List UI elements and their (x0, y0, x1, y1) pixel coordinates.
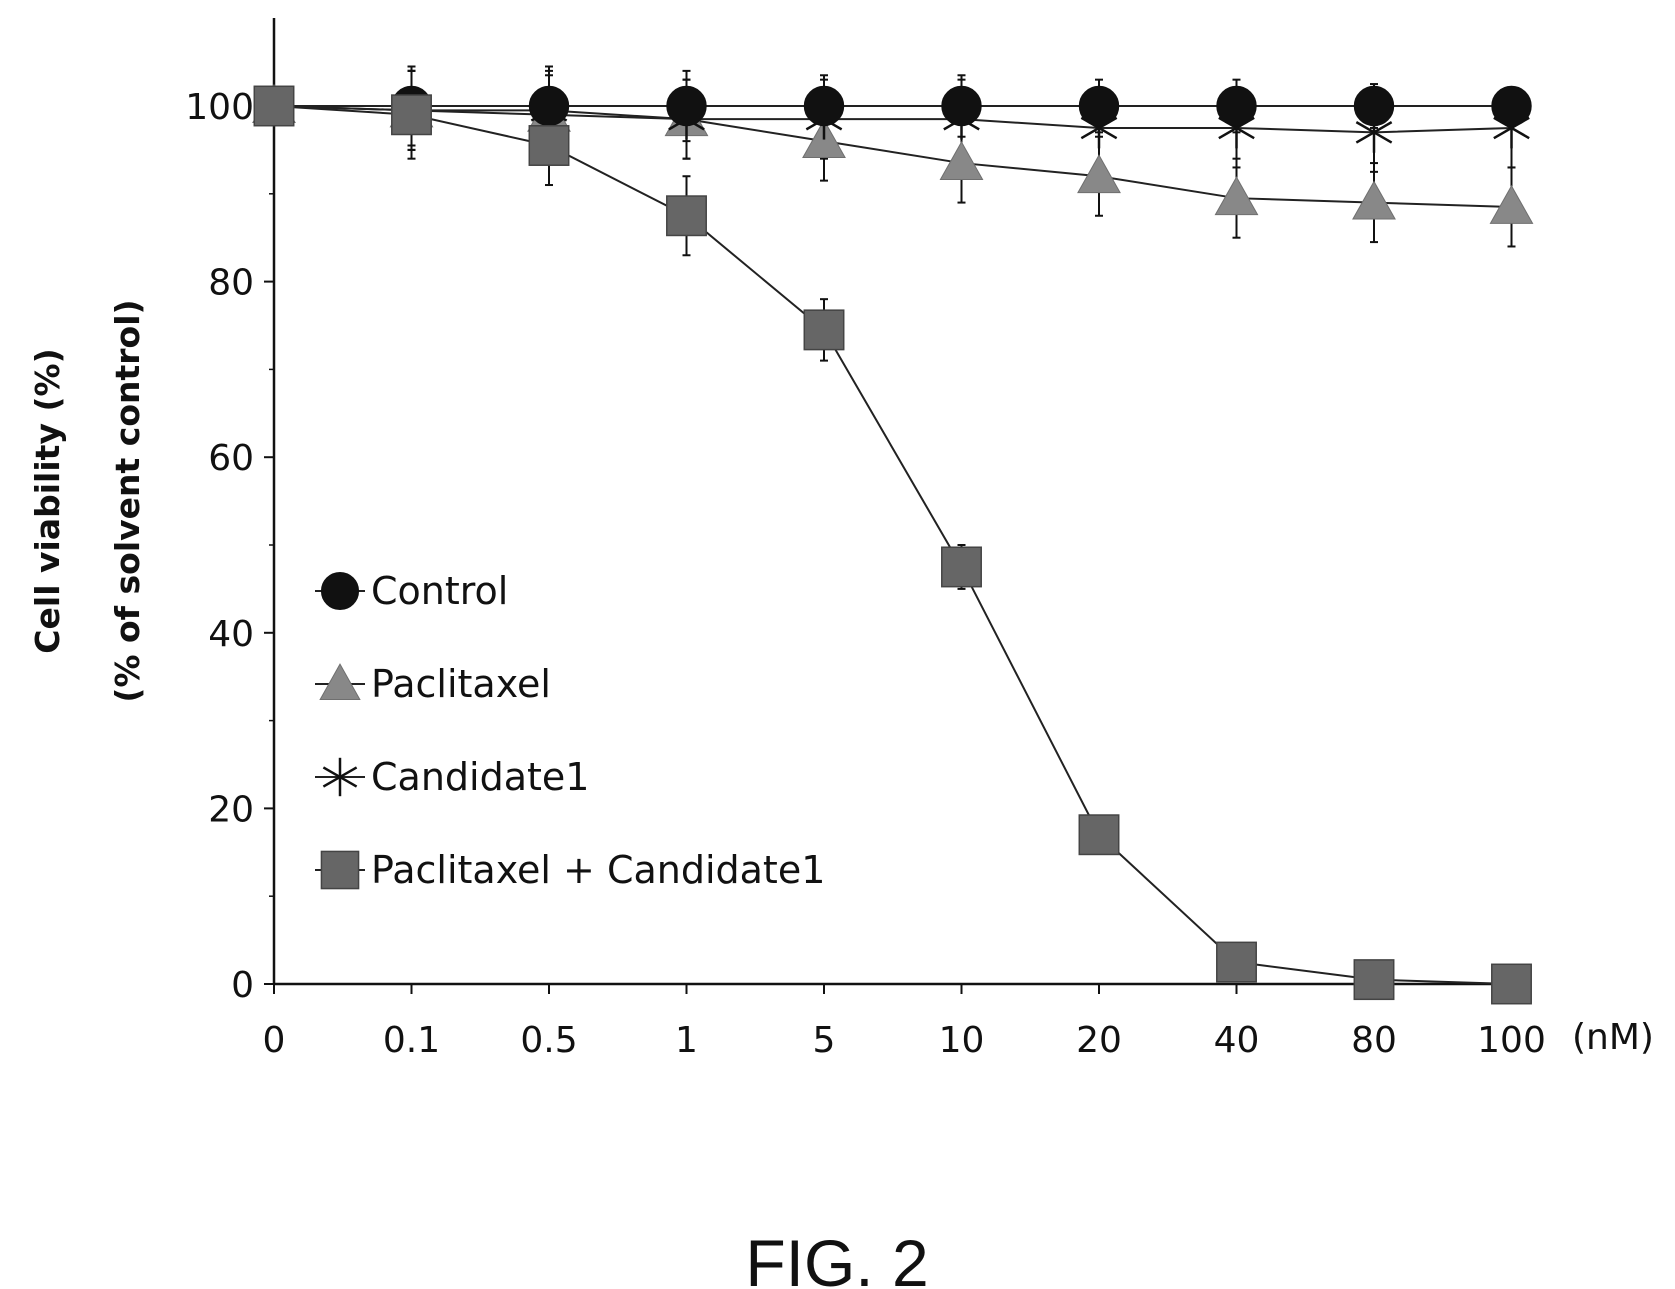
legend-item: Paclitaxel (315, 662, 551, 706)
legend-label: Control (371, 569, 508, 613)
x-tick-label: 10 (939, 1020, 985, 1061)
legend-item: Candidate1 (315, 755, 589, 799)
x-tick-label: 0 (263, 1020, 286, 1061)
data-point (528, 85, 570, 127)
data-point (939, 140, 984, 181)
y-axis-title-line2: (% of solvent control) (108, 299, 147, 702)
legend-item: Control (315, 569, 508, 613)
data-point (1489, 184, 1534, 224)
data-point (1353, 959, 1395, 1001)
y-tick-label: 60 (208, 438, 254, 479)
data-point (1353, 85, 1395, 127)
legend-marker (319, 663, 361, 700)
y-tick-label: 100 (185, 87, 254, 128)
data-point (1078, 85, 1120, 127)
legend-marker (322, 757, 358, 797)
chart-axes (272, 18, 1529, 986)
y-axis-ticks: 0 20 40 60 80 100 (185, 87, 274, 1006)
data-point (666, 85, 707, 127)
x-tick-label: 40 (1214, 1020, 1260, 1061)
legend-item: Paclitaxel + Candidate1 (315, 848, 825, 892)
x-tick-label: 100 (1477, 1020, 1546, 1061)
x-tick-label: 20 (1076, 1020, 1122, 1061)
legend-label: Paclitaxel (371, 662, 551, 706)
legend-marker (320, 850, 360, 890)
data-point (1491, 963, 1532, 1005)
series-line (273, 105, 1512, 134)
data-point (1216, 941, 1257, 983)
data-point (803, 85, 845, 127)
x-tick-label: 0.1 (383, 1020, 440, 1061)
y-tick-label: 80 (208, 263, 254, 304)
chart-legend: Control Paclitaxel Candidate1 Paclitaxel + … (315, 569, 825, 892)
data-point (941, 85, 982, 127)
x-tick-label: 5 (813, 1020, 836, 1061)
data-point (1352, 180, 1396, 220)
y-tick-label: 20 (208, 789, 254, 830)
data-point (941, 546, 982, 588)
data-point (1077, 154, 1121, 194)
data-point (391, 94, 432, 136)
legend-label: Candidate1 (371, 755, 589, 799)
series-line (273, 105, 1512, 208)
data-point (1078, 814, 1120, 856)
y-tick-label: 40 (208, 614, 254, 655)
y-axis-title-line1: Cell viability (%) (28, 348, 67, 653)
data-point (1214, 176, 1259, 216)
data-point (253, 85, 295, 127)
x-unit-label: (nM) (1572, 1017, 1654, 1058)
data-point (666, 195, 707, 237)
x-tick-label: 80 (1351, 1020, 1397, 1061)
series-lines (273, 105, 1512, 985)
data-point (1491, 85, 1532, 127)
x-tick-label: 1 (675, 1020, 698, 1061)
legend-label: Paclitaxel + Candidate1 (371, 848, 825, 892)
x-tick-label: 0.5 (520, 1020, 577, 1061)
data-point (803, 309, 845, 351)
data-point (528, 125, 570, 166)
series-markers (252, 83, 1534, 1005)
figure-caption: FIG. 2 (745, 1226, 928, 1289)
y-axis-title: Cell viability (%) (% of solvent control… (28, 299, 147, 702)
y-tick-label: 0 (231, 965, 254, 1006)
x-axis-ticks: 0 0.1 0.5 1 5 10 20 40 80 100 (263, 984, 1546, 1061)
series-line (273, 105, 1512, 985)
data-point (1216, 85, 1257, 127)
legend-marker (320, 571, 360, 611)
